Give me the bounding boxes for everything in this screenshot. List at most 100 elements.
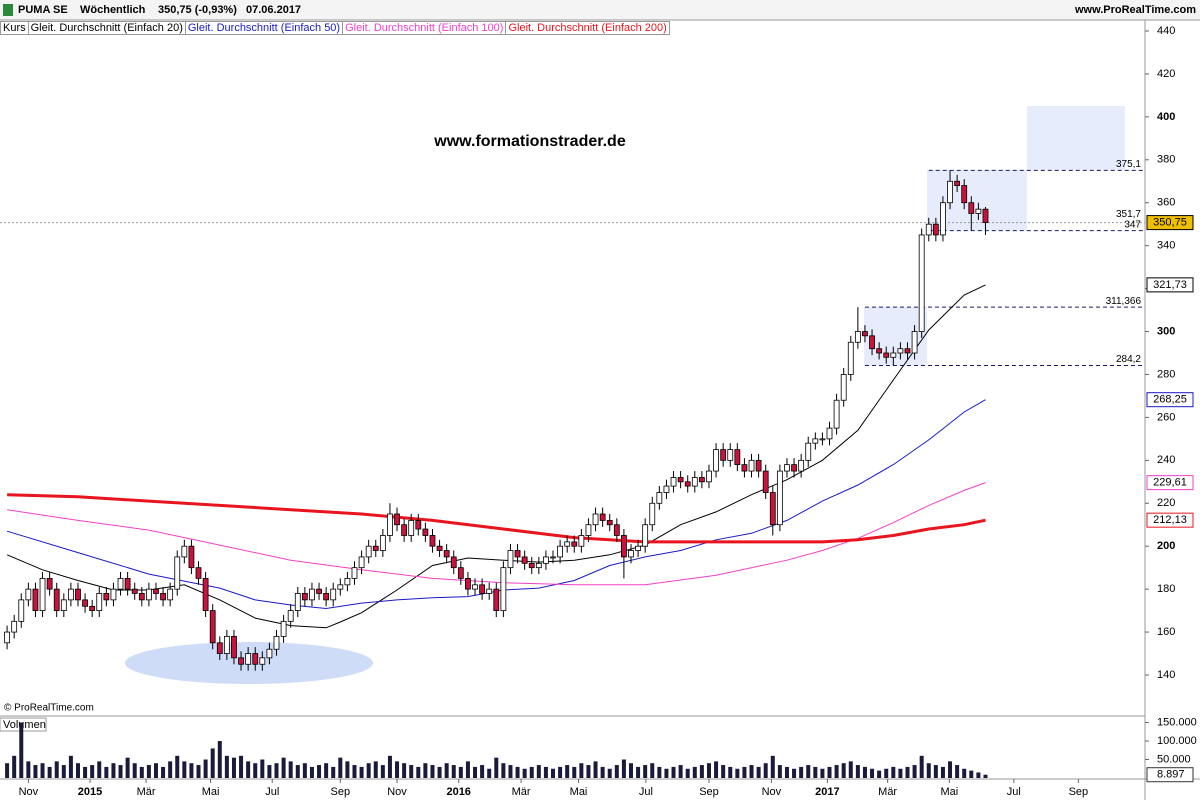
candle-body [847, 341, 854, 375]
volume-badge [1146, 767, 1194, 783]
volume-last-label: 8.897 [1157, 769, 1185, 781]
volume-bar [706, 763, 711, 778]
y-tick-label: 300 [1157, 325, 1175, 337]
volume-bar [352, 765, 357, 778]
volume-bar [969, 770, 974, 778]
candle-body [691, 477, 698, 487]
candle-body [876, 348, 883, 354]
volume-bar [40, 763, 45, 778]
volume-bar [395, 761, 400, 778]
candle-body [791, 464, 797, 472]
candle-body [713, 449, 719, 472]
volume-bar [650, 763, 655, 778]
volume-bar [848, 761, 853, 778]
volume-bar [104, 766, 109, 778]
y-tick-label: 420 [1157, 68, 1175, 80]
candle-body [543, 556, 549, 564]
candle-body [571, 541, 578, 547]
volume-bar [536, 765, 541, 778]
legend-item: Gleit. Durchschnitt (Einfach 20) [27, 21, 186, 35]
volume-bar [409, 765, 414, 778]
candle-body [401, 524, 408, 536]
candle-body [465, 578, 471, 590]
candle-body [954, 180, 961, 186]
source: www.ProRealTime.com [1074, 4, 1196, 16]
volume-bar [387, 755, 392, 778]
candle-body [11, 620, 18, 633]
legend: Kurs Gleit. Durchschnitt (Einfach 20) Glei… [0, 21, 670, 35]
volume-bar [430, 765, 435, 778]
candle-body [273, 635, 280, 650]
candle-body [528, 562, 535, 569]
volume-bar [61, 765, 66, 778]
volume-bar [423, 763, 428, 778]
volume-bar [976, 772, 981, 778]
price-badge [1146, 512, 1194, 528]
volume-bar [692, 766, 697, 778]
candle-body [897, 348, 904, 354]
volume-bar [827, 766, 832, 778]
volume-bar [799, 766, 804, 778]
volume-bar [267, 765, 272, 778]
volume-bar [742, 766, 747, 778]
candle-body [734, 449, 741, 466]
candle-body [776, 470, 783, 526]
candle-body [748, 459, 755, 472]
x-tick-label: Mai [940, 786, 958, 798]
volume-bar [302, 763, 307, 778]
legend-item: Gleit. Durchschnitt (Einfach 200) [505, 21, 670, 35]
volume-bar [402, 763, 407, 778]
candle-body [195, 567, 202, 579]
volume-bar [494, 757, 499, 778]
volume-bar [905, 766, 910, 778]
volume-bar [508, 765, 513, 778]
candle-body [25, 588, 32, 601]
header-bar [0, 0, 1200, 20]
candle-body [231, 635, 237, 659]
volume-bar [366, 763, 371, 778]
period: Wöchentlich [80, 4, 146, 16]
candle-body [677, 477, 684, 483]
candle-body [75, 588, 81, 601]
candle-body [932, 223, 939, 236]
volume-bar [579, 763, 584, 778]
candle-body [238, 657, 244, 665]
volume-bar [962, 768, 967, 778]
volume-bar [607, 768, 612, 778]
candle-body [592, 513, 599, 526]
volume-bar [359, 766, 364, 778]
volume-bar [83, 766, 88, 778]
candle-body [330, 588, 337, 601]
volume-bar [721, 765, 726, 778]
candle-body [365, 545, 372, 558]
volume-bar [253, 763, 258, 778]
last-quote: 350,75 (-0,93%) [158, 4, 237, 16]
candle-body [223, 635, 230, 654]
x-tick-label: Jul [639, 786, 653, 798]
y-tick-label: 240 [1157, 454, 1175, 466]
volume-bar [940, 766, 945, 778]
volume-bar [813, 766, 818, 778]
y-tick-label: 180 [1157, 583, 1175, 595]
volume-bar [5, 763, 10, 778]
volume-bar [898, 768, 903, 778]
candle-body [698, 477, 705, 483]
volume-bar [161, 766, 166, 778]
volume-bar [699, 765, 704, 778]
x-tick-label: Sep [331, 786, 351, 798]
volume-bar [806, 765, 811, 778]
volume-bar [841, 763, 846, 778]
price-badge [1146, 277, 1194, 293]
volume-bar [203, 759, 208, 778]
volume-bar [345, 761, 350, 778]
candle-body [422, 528, 429, 536]
copyright: © ProRealTime.com [4, 703, 94, 714]
candle-body [982, 208, 989, 223]
candle-body [429, 535, 436, 547]
x-tick-label: Mär [512, 786, 531, 798]
price-badge [1146, 475, 1194, 491]
volume-bar [664, 768, 669, 778]
volume-bar [288, 761, 293, 778]
volume-legend: Volumen [3, 719, 46, 731]
legend-item: Gleit. Durchschnitt (Einfach 100) [342, 21, 507, 35]
